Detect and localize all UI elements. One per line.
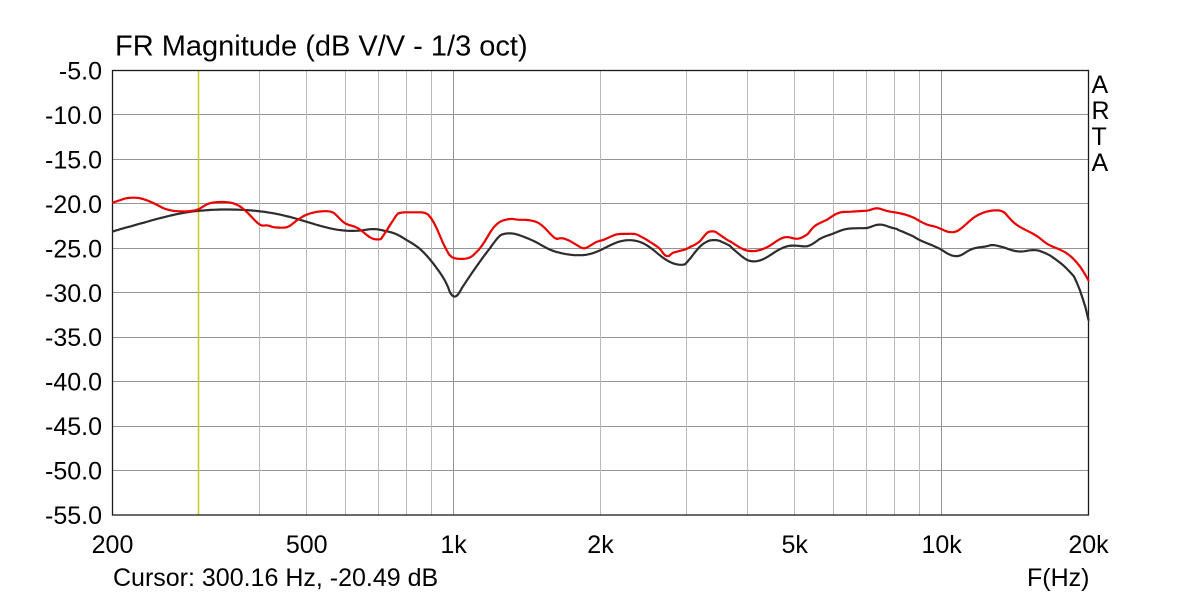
svg-text:-10.0: -10.0 <box>45 102 102 130</box>
svg-text:Cursor: 300.16 Hz, -20.49 dB: Cursor: 300.16 Hz, -20.49 dB <box>113 564 438 592</box>
svg-text:A: A <box>1092 71 1109 99</box>
svg-text:-40.0: -40.0 <box>45 369 102 397</box>
svg-text:10k: 10k <box>921 531 962 559</box>
svg-text:20k: 20k <box>1068 531 1109 559</box>
svg-text:-50.0: -50.0 <box>45 458 102 486</box>
svg-text:-45.0: -45.0 <box>45 413 102 441</box>
svg-text:1k: 1k <box>440 531 467 559</box>
svg-text:R: R <box>1092 97 1110 125</box>
svg-text:-5.0: -5.0 <box>59 58 102 86</box>
svg-text:5k: 5k <box>781 531 808 559</box>
svg-text:2k: 2k <box>587 531 614 559</box>
svg-text:-30.0: -30.0 <box>45 280 102 308</box>
svg-text:T: T <box>1092 123 1107 151</box>
svg-text:-25.0: -25.0 <box>45 235 102 263</box>
svg-text:-55.0: -55.0 <box>45 502 102 530</box>
svg-text:F(Hz): F(Hz) <box>1027 564 1089 592</box>
svg-text:FR Magnitude (dB V/V - 1/3 oct: FR Magnitude (dB V/V - 1/3 oct) <box>115 31 528 63</box>
svg-text:-20.0: -20.0 <box>45 191 102 219</box>
svg-text:A: A <box>1092 149 1109 177</box>
svg-text:500: 500 <box>286 531 328 559</box>
svg-text:200: 200 <box>92 531 134 559</box>
svg-text:-35.0: -35.0 <box>45 324 102 352</box>
svg-text:-15.0: -15.0 <box>45 146 102 174</box>
